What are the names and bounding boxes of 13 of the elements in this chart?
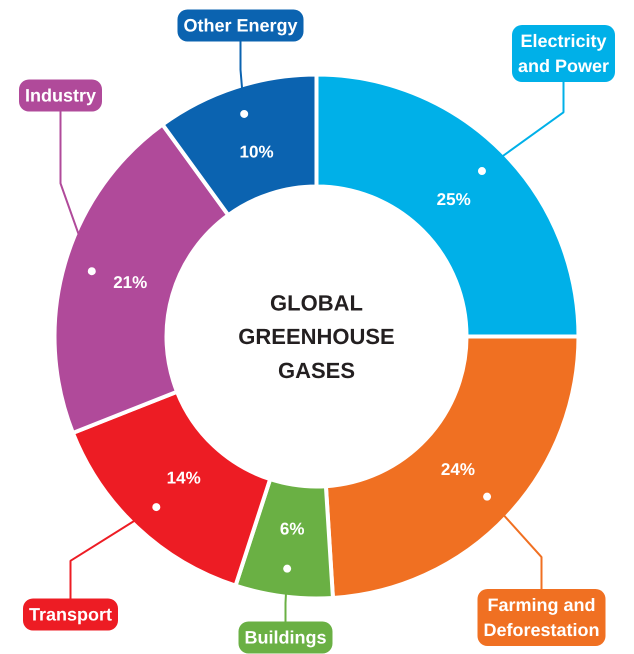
data-label: 21% bbox=[113, 272, 148, 292]
data-label: 10% bbox=[240, 142, 274, 162]
data-label: 6% bbox=[280, 519, 304, 538]
slice-label: Other Energy bbox=[183, 16, 298, 36]
slice-label: Industry bbox=[24, 86, 96, 106]
slice-label: Transport bbox=[28, 604, 112, 624]
data-label: 14% bbox=[166, 468, 201, 488]
data-label: 25% bbox=[436, 190, 471, 209]
slice-label: Buildings bbox=[244, 628, 327, 648]
data-label: 24% bbox=[440, 460, 475, 479]
slice-label: Electricity and Power bbox=[518, 31, 610, 76]
slice-label: Farming and Deforestation bbox=[483, 595, 600, 640]
text: GLOBAL GREENHOUSE GASES bbox=[238, 290, 395, 383]
